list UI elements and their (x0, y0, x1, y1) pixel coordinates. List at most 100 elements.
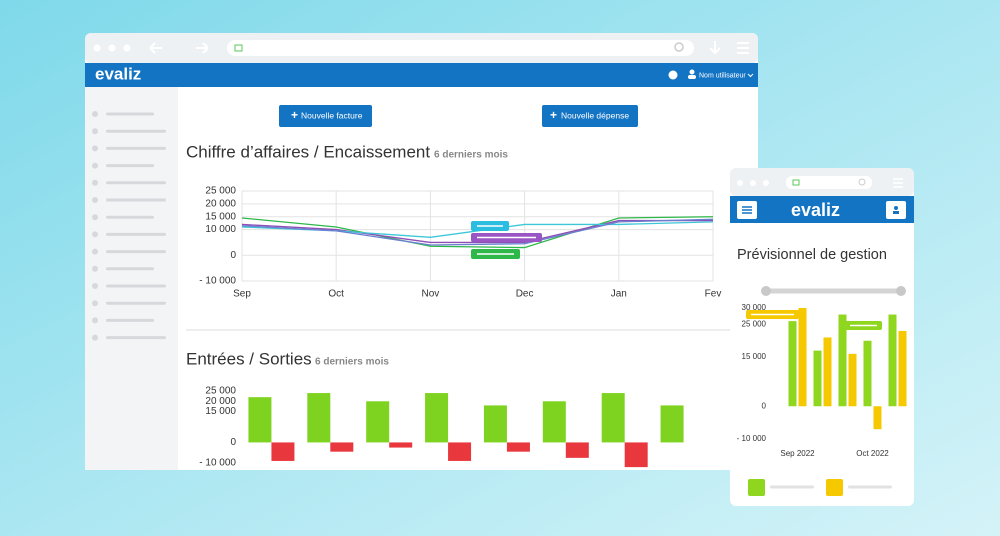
sidebar-label (106, 146, 166, 150)
bar (873, 406, 882, 430)
sidebar-label (106, 215, 154, 219)
sidebar-icon (92, 283, 98, 289)
sidebar-icon (92, 197, 98, 203)
bar (506, 442, 530, 452)
download-icon[interactable] (709, 41, 721, 55)
x-tick-label: Jan (611, 289, 627, 300)
line-chart: Chiffre d’affaires / Encaissement 6 derni… (186, 142, 721, 299)
y-tick-label: 15 000 (742, 352, 767, 361)
y-tick-label: 25 000 (742, 319, 767, 328)
sidebar-label (106, 336, 166, 340)
logo[interactable]: evaliz (95, 64, 141, 83)
legend-placeholder (770, 485, 814, 489)
menu-icon[interactable] (737, 42, 749, 54)
logo[interactable]: evaliz (791, 200, 840, 220)
bar (823, 337, 832, 407)
bar (624, 442, 648, 468)
bar (366, 401, 390, 443)
sidebar-icon (92, 145, 98, 152)
user-name[interactable]: Nom utilisateur (699, 72, 746, 79)
legend-placeholder (848, 485, 892, 489)
slider-handle[interactable] (761, 286, 771, 296)
sidebar (85, 87, 178, 470)
chart-title: Chiffre d’affaires / Encaissement (186, 142, 430, 161)
button-label[interactable]: Nouvelle dépense (561, 110, 629, 120)
y-tick-label: - 10 000 (199, 276, 236, 287)
dot (108, 44, 116, 52)
user-icon (894, 206, 898, 210)
address-bar[interactable] (227, 40, 694, 56)
dropdown-icon (747, 73, 754, 78)
chart-title: Prévisionnel de gestion (737, 247, 887, 263)
bar-chart: Prévisionnel de gestion 30 000 25 000 15 00… (737, 247, 907, 496)
y-tick-label: 15 000 (205, 211, 236, 222)
y-tick-label: 0 (762, 401, 767, 410)
line (241, 219, 713, 244)
dot (123, 44, 131, 52)
search-icon (674, 42, 684, 52)
menu-icon (742, 206, 752, 214)
sidebar-label (106, 267, 154, 271)
sidebar-icon (92, 128, 98, 135)
sidebar-icon (92, 248, 98, 255)
y-tick-label: 25 000 (205, 386, 236, 397)
dot (763, 180, 769, 186)
sidebar-icon (92, 179, 98, 186)
dot (737, 180, 743, 186)
search-icon (858, 178, 866, 186)
y-tick-label: - 10 000 (737, 434, 767, 443)
bar (838, 314, 847, 407)
lock-icon (792, 179, 800, 186)
slider-handle[interactable] (896, 286, 906, 296)
button-label[interactable]: Nouvelle facture (301, 110, 363, 120)
user-icon (893, 211, 899, 214)
bar (660, 405, 684, 443)
sidebar-label (106, 112, 154, 116)
sidebar-icon (92, 334, 98, 341)
sidebar-icon (92, 214, 98, 221)
y-tick-label: 25 000 (205, 186, 236, 197)
chart-subtitle: 6 derniers mois (434, 150, 508, 161)
bar (813, 350, 822, 407)
forward-icon[interactable] (196, 42, 209, 54)
bar (483, 405, 507, 443)
x-tick-label: Sep (233, 289, 251, 300)
app-header (85, 63, 758, 87)
help-icon[interactable] (668, 70, 678, 80)
y-tick-label: 20 000 (205, 396, 236, 407)
user-icon (689, 69, 695, 75)
y-tick-label: 10 000 (205, 224, 236, 235)
address-bar[interactable] (786, 176, 872, 189)
bar (389, 442, 413, 448)
app-header (730, 196, 914, 223)
bar (542, 401, 566, 443)
bar (425, 393, 449, 443)
sidebar-icon (92, 265, 98, 272)
x-tick-label: Nov (422, 289, 440, 300)
bar-chart: Entrées / Sorties 6 derniers mois 25 00020… (186, 349, 684, 469)
x-tick-label: Sep 2022 (780, 449, 815, 458)
y-tick-label: 30 000 (742, 303, 767, 312)
back-icon[interactable] (149, 42, 162, 54)
bar (888, 314, 897, 407)
sidebar-icon (92, 162, 98, 169)
x-tick-label: Dec (516, 289, 534, 300)
y-tick-label: 0 (230, 437, 236, 448)
sidebar-label (106, 164, 154, 168)
y-tick-label: - 10 000 (199, 458, 236, 469)
button[interactable] (542, 105, 638, 127)
bar (448, 442, 472, 461)
sidebar-label (106, 129, 166, 133)
window-frame (730, 168, 914, 506)
menu-icon[interactable] (893, 178, 903, 188)
sidebar-label (106, 301, 166, 305)
button[interactable] (279, 105, 372, 127)
dot (750, 180, 756, 186)
legend-swatch (748, 479, 765, 496)
x-tick-label: Oct (328, 289, 344, 300)
sidebar-label (106, 198, 166, 202)
chart-subtitle: 6 derniers mois (315, 357, 389, 368)
line (241, 216, 714, 249)
lock-icon (234, 44, 243, 52)
bar (307, 393, 331, 443)
